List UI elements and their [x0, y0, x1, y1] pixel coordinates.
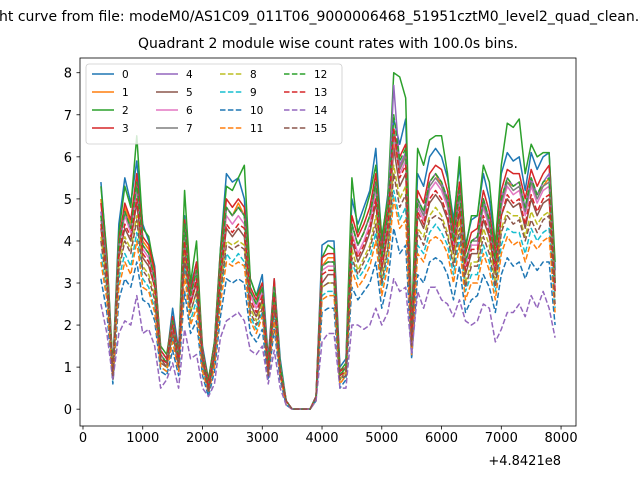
x-offset-label: +4.8421e8 — [488, 454, 561, 469]
y-tick-label: 6 — [64, 151, 72, 166]
legend-label-12: 12 — [314, 69, 327, 81]
y-tick-label: 4 — [64, 235, 72, 250]
y-tick-label: 5 — [64, 193, 72, 208]
x-tick-label: 4000 — [305, 431, 338, 446]
x-tick-label: 1000 — [126, 431, 159, 446]
x-tick-label: 3000 — [246, 431, 279, 446]
legend-label-8: 8 — [250, 69, 257, 81]
y-tick-label: 0 — [64, 403, 72, 418]
series-line-15 — [100, 172, 556, 410]
legend-box — [85, 63, 343, 145]
figure-suptitle: Light curve from file: modeM0/AS1C09_011… — [0, 9, 640, 25]
x-tick-label: 0 — [79, 431, 87, 446]
y-tick-label: 2 — [64, 319, 72, 334]
legend-label-14: 14 — [314, 105, 328, 117]
legend-label-10: 10 — [250, 105, 263, 117]
series-line-1 — [100, 143, 556, 410]
legend-label-2: 2 — [122, 105, 129, 117]
x-tick-label: 5000 — [365, 431, 398, 446]
axes-title: Quadrant 2 module wise count rates with … — [138, 36, 518, 52]
legend-label-11: 11 — [250, 123, 263, 135]
x-tick-label: 8000 — [545, 431, 578, 446]
legend-label-4: 4 — [186, 69, 193, 81]
y-tick-label: 7 — [64, 109, 72, 124]
legend-label-13: 13 — [314, 87, 327, 99]
series-line-9 — [100, 189, 556, 410]
series-line-13 — [100, 126, 556, 410]
legend-label-3: 3 — [122, 123, 129, 135]
legend-label-5: 5 — [186, 87, 193, 99]
y-tick-label: 3 — [64, 277, 72, 292]
x-tick-label: 7000 — [485, 431, 518, 446]
x-tick-label: 2000 — [186, 431, 219, 446]
plot-frame — [79, 57, 577, 427]
legend-label-15: 15 — [314, 123, 327, 135]
series-line-10 — [100, 227, 556, 410]
legend-label-7: 7 — [186, 123, 193, 135]
legend-label-6: 6 — [186, 105, 193, 117]
x-tick-label: 6000 — [425, 431, 458, 446]
y-tick-label: 8 — [64, 67, 72, 82]
series-lines — [100, 71, 556, 410]
series-line-14 — [100, 278, 556, 410]
legend-label-1: 1 — [122, 87, 129, 99]
legend-label-9: 9 — [250, 87, 257, 99]
legend-label-0: 0 — [122, 69, 129, 81]
y-tick-label: 1 — [64, 361, 72, 376]
